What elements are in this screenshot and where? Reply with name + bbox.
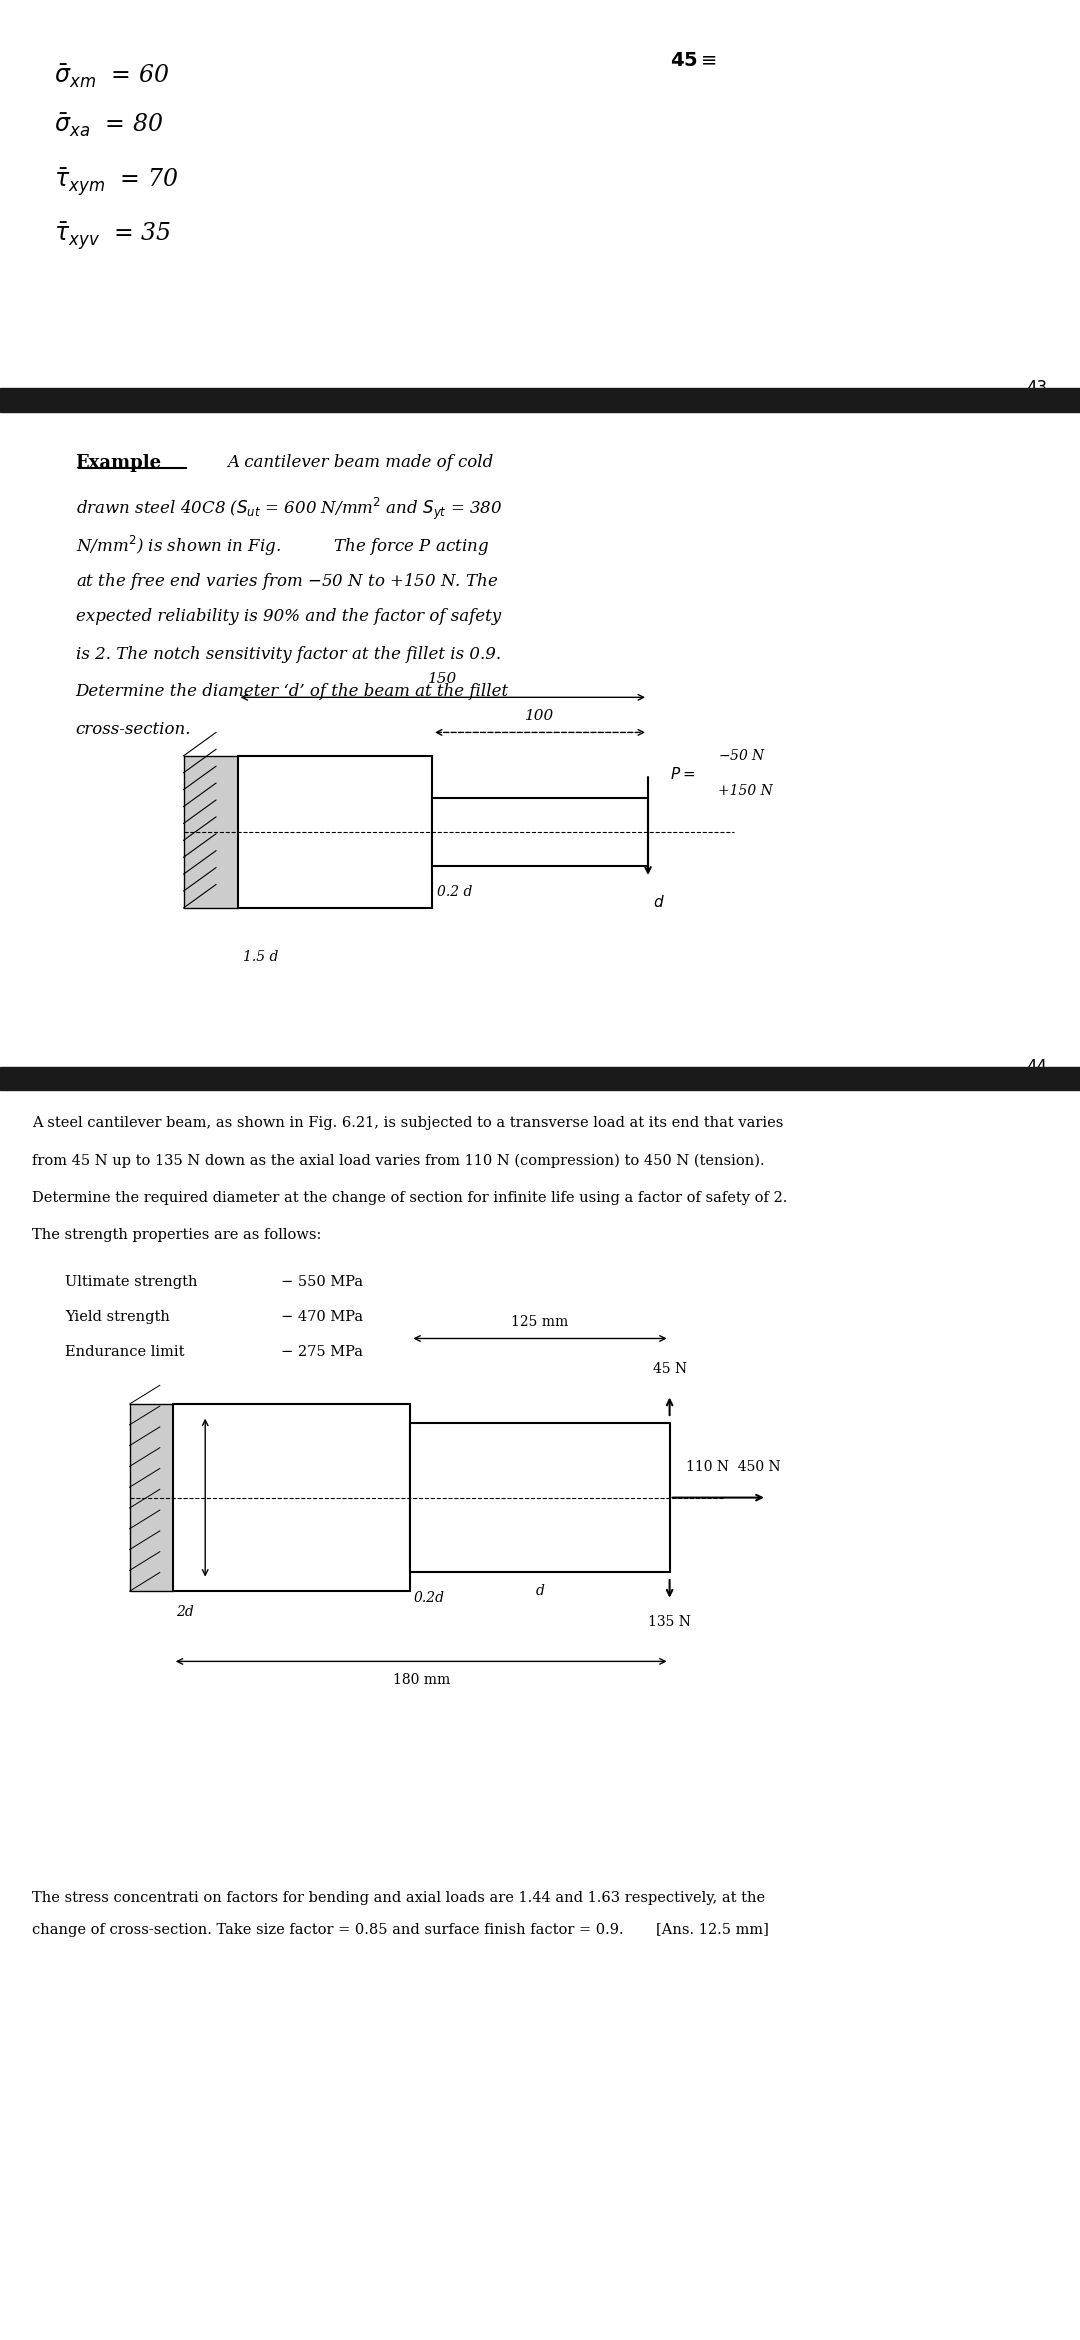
Text: 125 mm: 125 mm (511, 1315, 569, 1329)
Text: 180 mm: 180 mm (392, 1673, 450, 1687)
Text: expected reliability is 90% and the factor of safety: expected reliability is 90% and the fact… (76, 608, 501, 625)
Text: d: d (536, 1584, 544, 1598)
Text: − 550 MPa: − 550 MPa (281, 1275, 363, 1289)
Text: The strength properties are as follows:: The strength properties are as follows: (32, 1228, 322, 1243)
Text: 45 N: 45 N (652, 1362, 687, 1376)
Text: $P=$: $P=$ (670, 765, 694, 782)
Text: $-$50 N: $-$50 N (718, 749, 767, 763)
Text: 0.2 d: 0.2 d (437, 885, 473, 899)
Text: from 45 N up to 135 N down as the axial load varies from 110 N (compression) to : from 45 N up to 135 N down as the axial … (32, 1154, 765, 1168)
Text: 43: 43 (1026, 379, 1048, 398)
Bar (173, 1404, 410, 1591)
Text: $\bar{\tau}_{xyv}$  = 35: $\bar{\tau}_{xyv}$ = 35 (54, 220, 172, 250)
Text: 0.2d: 0.2d (414, 1591, 445, 1605)
Bar (0, 1067, 1080, 1090)
Text: is 2. The notch sensitivity factor at the fillet is 0.9.: is 2. The notch sensitivity factor at th… (76, 646, 501, 662)
Text: 44: 44 (1027, 1058, 1048, 1076)
Text: Yield strength: Yield strength (65, 1310, 170, 1324)
Text: $d$: $d$ (653, 894, 665, 910)
Text: $\bar{\tau}_{xym}$  = 70: $\bar{\tau}_{xym}$ = 70 (54, 166, 178, 197)
Text: Ultimate strength: Ultimate strength (65, 1275, 198, 1289)
Text: 135 N: 135 N (648, 1615, 691, 1629)
Text: A steel cantilever beam, as shown in Fig. 6.21, is subjected to a transverse loa: A steel cantilever beam, as shown in Fig… (32, 1116, 784, 1130)
Text: N/mm$^2$) is shown in Fig.          The force P acting: N/mm$^2$) is shown in Fig. The force P a… (76, 534, 489, 557)
Text: − 275 MPa: − 275 MPa (281, 1346, 363, 1360)
Text: $\mathbf{45} \equiv$: $\mathbf{45} \equiv$ (670, 51, 717, 70)
Bar (0, 388, 1080, 412)
Text: A cantilever beam made of cold: A cantilever beam made of cold (227, 454, 494, 470)
Text: 1.5 d: 1.5 d (243, 950, 279, 964)
Text: 150: 150 (428, 672, 458, 686)
Bar (432, 798, 648, 866)
Bar (184, 756, 238, 908)
Text: − 470 MPa: − 470 MPa (281, 1310, 363, 1324)
Text: 110 N  450 N: 110 N 450 N (686, 1460, 781, 1474)
Text: $\bar{\sigma}_{xm}$  = 60: $\bar{\sigma}_{xm}$ = 60 (54, 63, 170, 91)
Text: at the free end varies from $-$50 N to +150 N. The: at the free end varies from $-$50 N to +… (76, 571, 498, 592)
Text: 100: 100 (525, 709, 555, 723)
Text: change of cross-section. Take size factor = 0.85 and surface finish factor = 0.9: change of cross-section. Take size facto… (32, 1923, 769, 1938)
Text: cross-section.: cross-section. (76, 721, 191, 737)
Text: Endurance limit: Endurance limit (65, 1346, 185, 1360)
Bar (238, 756, 432, 908)
Bar (130, 1404, 173, 1591)
Text: $\bar{\sigma}_{xa}$  = 80: $\bar{\sigma}_{xa}$ = 80 (54, 112, 163, 140)
Bar (410, 1423, 670, 1572)
Text: The stress concentrati on factors for bending and axial loads are 1.44 and 1.63 : The stress concentrati on factors for be… (32, 1891, 766, 1905)
Text: +150 N: +150 N (718, 784, 773, 798)
Text: Determine the diameter ‘d’ of the beam at the fillet: Determine the diameter ‘d’ of the beam a… (76, 683, 509, 700)
Text: 2d: 2d (176, 1605, 193, 1619)
Text: drawn steel 40C8 ($S_{ut}$ = 600 N/mm$^2$ and $S_{yt}$ = 380: drawn steel 40C8 ($S_{ut}$ = 600 N/mm$^2… (76, 496, 502, 522)
Text: Determine the required diameter at the change of section for infinite life using: Determine the required diameter at the c… (32, 1191, 787, 1205)
Text: Example: Example (76, 454, 162, 473)
